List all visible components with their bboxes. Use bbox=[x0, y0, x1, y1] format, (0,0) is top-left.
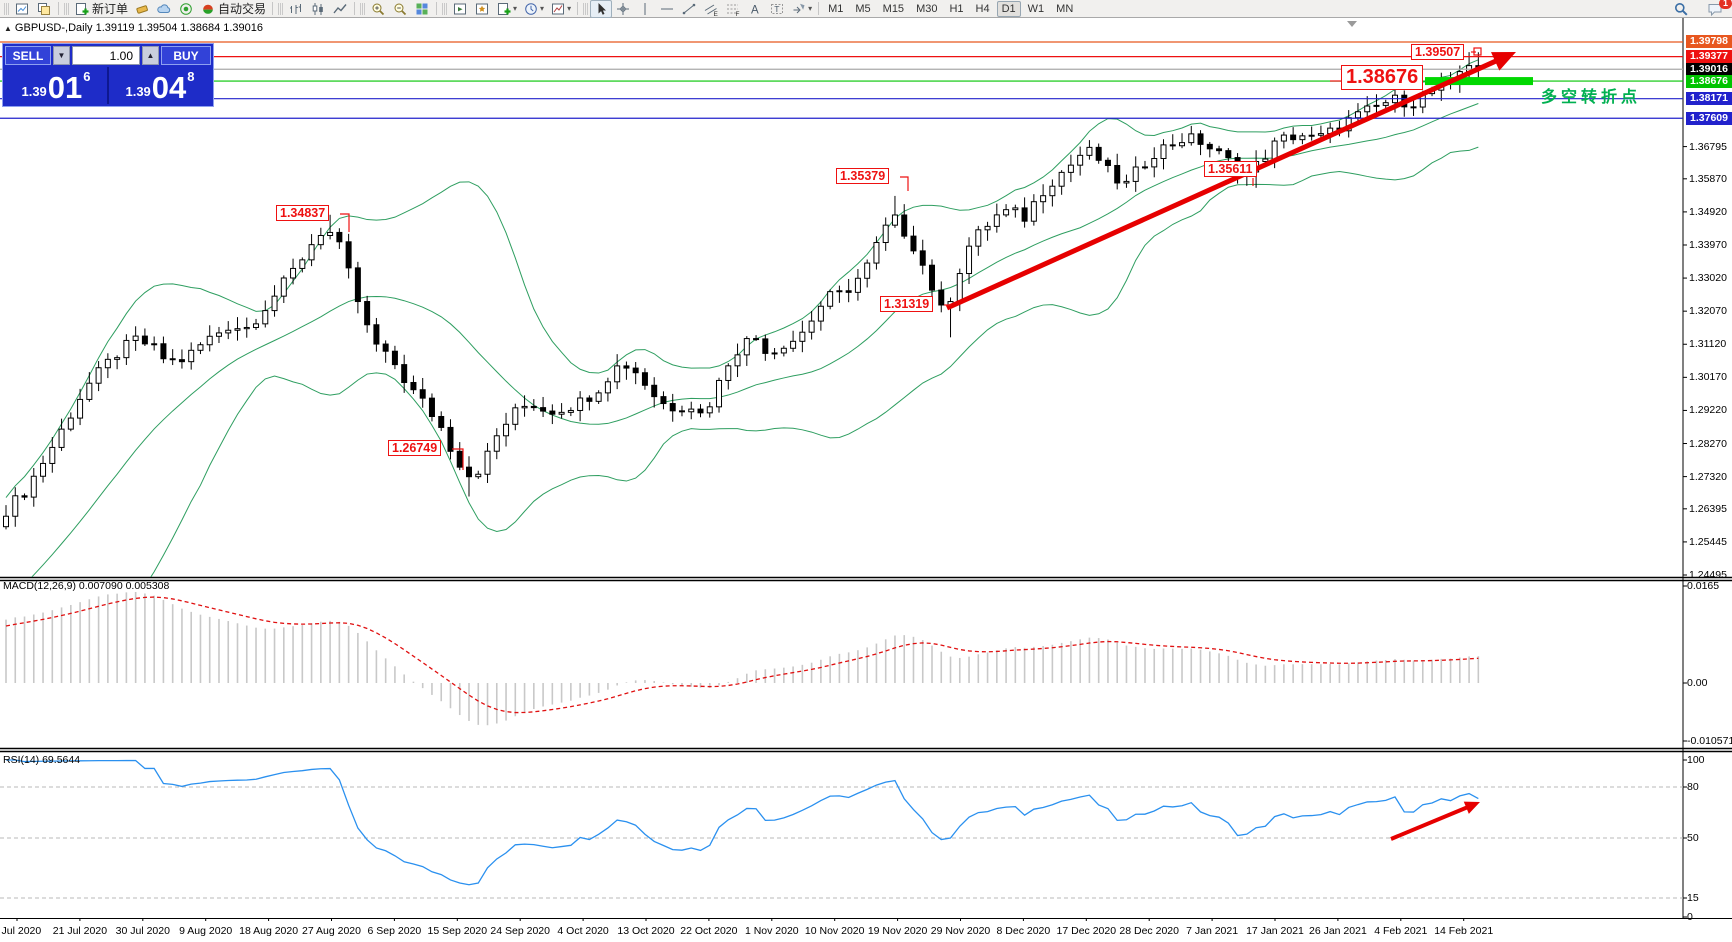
add-object-icon[interactable]: ▾ bbox=[493, 0, 520, 18]
horizontal-line-icon[interactable] bbox=[656, 0, 678, 18]
new-order-icon[interactable]: 新订单 bbox=[71, 0, 131, 18]
autotrading-label: 自动交易 bbox=[218, 2, 267, 16]
timeframe-m15-button[interactable]: M15 bbox=[882, 2, 905, 15]
buy-price-pip: 8 bbox=[187, 69, 195, 84]
svg-text:E: E bbox=[714, 11, 719, 17]
buy-button[interactable]: BUY bbox=[161, 46, 211, 65]
toolbar-separator bbox=[354, 2, 356, 15]
add-object-dropdown-caret[interactable]: ▾ bbox=[513, 4, 518, 13]
buy-price[interactable]: 1.39 04 8 bbox=[109, 67, 211, 104]
buy-price-main: 04 bbox=[151, 70, 187, 105]
volume-increase-button[interactable]: ▲ bbox=[142, 46, 159, 65]
toolbar-separator bbox=[272, 2, 274, 15]
price-annotation[interactable]: 1.34837 bbox=[276, 205, 330, 221]
candles-chart-icon[interactable] bbox=[307, 0, 329, 18]
tile-windows-icon[interactable] bbox=[411, 0, 433, 18]
new-order-label: 新订单 bbox=[92, 2, 129, 16]
period-clock-dropdown-caret[interactable]: ▾ bbox=[540, 4, 545, 13]
shapes-icon[interactable]: ▾ bbox=[788, 0, 815, 18]
zoom-in-icon[interactable] bbox=[367, 0, 389, 18]
sell-price-prefix: 1.39 bbox=[21, 84, 47, 99]
bars-chart-icon[interactable] bbox=[285, 0, 307, 18]
autotrading-icon[interactable]: 自动交易 bbox=[197, 0, 269, 18]
toolbar-drag-handle[interactable] bbox=[442, 2, 448, 15]
one-click-trade-panel: SELL ▼ 1.00 ▲ BUY 1.39 01 6 1.39 04 8 bbox=[2, 43, 214, 107]
cloud-icon[interactable] bbox=[153, 0, 175, 18]
timeframe-m5-button[interactable]: M5 bbox=[855, 2, 871, 15]
sell-price-pip: 6 bbox=[83, 69, 91, 84]
profiles-icon[interactable] bbox=[33, 0, 55, 18]
toolbar-separator bbox=[577, 2, 579, 15]
search-icon[interactable] bbox=[1670, 0, 1692, 18]
price-annotation[interactable]: 1.38676 bbox=[1341, 65, 1424, 90]
line-chart-icon[interactable] bbox=[329, 0, 351, 18]
sell-price[interactable]: 1.39 01 6 bbox=[5, 67, 107, 104]
text-icon[interactable]: A bbox=[744, 0, 766, 18]
price-annotation[interactable]: 1.31319 bbox=[880, 296, 934, 312]
toolbar-right: 1 bbox=[1670, 0, 1732, 18]
price-divider bbox=[107, 67, 109, 104]
price-annotation[interactable]: 1.39507 bbox=[1411, 44, 1465, 60]
cursor-icon[interactable] bbox=[590, 0, 613, 18]
sell-button[interactable]: SELL bbox=[5, 46, 51, 65]
shapes-dropdown-caret[interactable]: ▾ bbox=[808, 4, 813, 13]
svg-text:T: T bbox=[774, 4, 779, 14]
text-label-icon[interactable]: T bbox=[766, 0, 788, 18]
price-annotation[interactable]: 1.35379 bbox=[836, 168, 890, 184]
timeframe-h1-button[interactable]: H1 bbox=[949, 2, 964, 15]
toolbar-drag-handle[interactable] bbox=[64, 2, 69, 15]
signals-icon[interactable] bbox=[175, 0, 197, 18]
timeframe-mn-button[interactable]: MN bbox=[1056, 2, 1074, 15]
chart-forward-icon[interactable] bbox=[449, 0, 471, 18]
toolbar-drag-handle[interactable] bbox=[360, 2, 366, 15]
buy-price-prefix: 1.39 bbox=[125, 84, 151, 99]
equidistant-channel-icon[interactable]: E bbox=[700, 0, 722, 18]
period-clock-icon[interactable]: ▾ bbox=[520, 0, 547, 18]
timeframe-d1-button[interactable]: D1 bbox=[996, 0, 1021, 17]
svg-text:F: F bbox=[736, 11, 740, 17]
notification-badge[interactable]: 1 bbox=[1719, 0, 1732, 9]
sell-price-main: 01 bbox=[47, 70, 83, 105]
volume-decrease-button[interactable]: ▼ bbox=[53, 46, 70, 65]
toolbar-separator bbox=[818, 2, 820, 15]
templates-dropdown-caret[interactable]: ▾ bbox=[567, 4, 572, 13]
toolbar-drag-handle[interactable] bbox=[4, 2, 9, 15]
toolbar: 新订单 自动交易 ▾ ▾ ▾ E F A T ▾ M1 M5 M15 M30 H1 H4 D1 W1 MN 1 bbox=[0, 0, 1732, 18]
timeframe-h4-button[interactable]: H4 bbox=[975, 2, 990, 15]
toolbar-separator bbox=[436, 2, 438, 15]
trendline-icon[interactable] bbox=[678, 0, 700, 18]
chart-star-icon[interactable] bbox=[471, 0, 493, 18]
vertical-line-icon[interactable] bbox=[634, 0, 656, 18]
templates-icon[interactable]: ▾ bbox=[547, 0, 574, 18]
timeframe-m30-button[interactable]: M30 bbox=[916, 2, 938, 15]
volume-input[interactable]: 1.00 bbox=[72, 46, 140, 65]
toolbar-drag-handle[interactable] bbox=[278, 2, 284, 15]
fibonacci-icon[interactable]: F bbox=[722, 0, 744, 18]
svg-text:A: A bbox=[751, 4, 759, 16]
zoom-out-icon[interactable] bbox=[389, 0, 411, 18]
eraser-icon[interactable] bbox=[131, 0, 153, 18]
price-annotation[interactable]: 1.35611 bbox=[1204, 161, 1257, 177]
price-annotation[interactable]: 1.26749 bbox=[388, 440, 442, 456]
toolbar-separator bbox=[58, 2, 59, 15]
timeframe-m1-button[interactable]: M1 bbox=[828, 2, 844, 15]
crosshair-icon[interactable] bbox=[612, 0, 634, 18]
toolbar-drag-handle[interactable] bbox=[583, 2, 589, 15]
timeframe-w1-button[interactable]: W1 bbox=[1027, 2, 1045, 15]
new-chart-icon[interactable] bbox=[11, 0, 33, 18]
